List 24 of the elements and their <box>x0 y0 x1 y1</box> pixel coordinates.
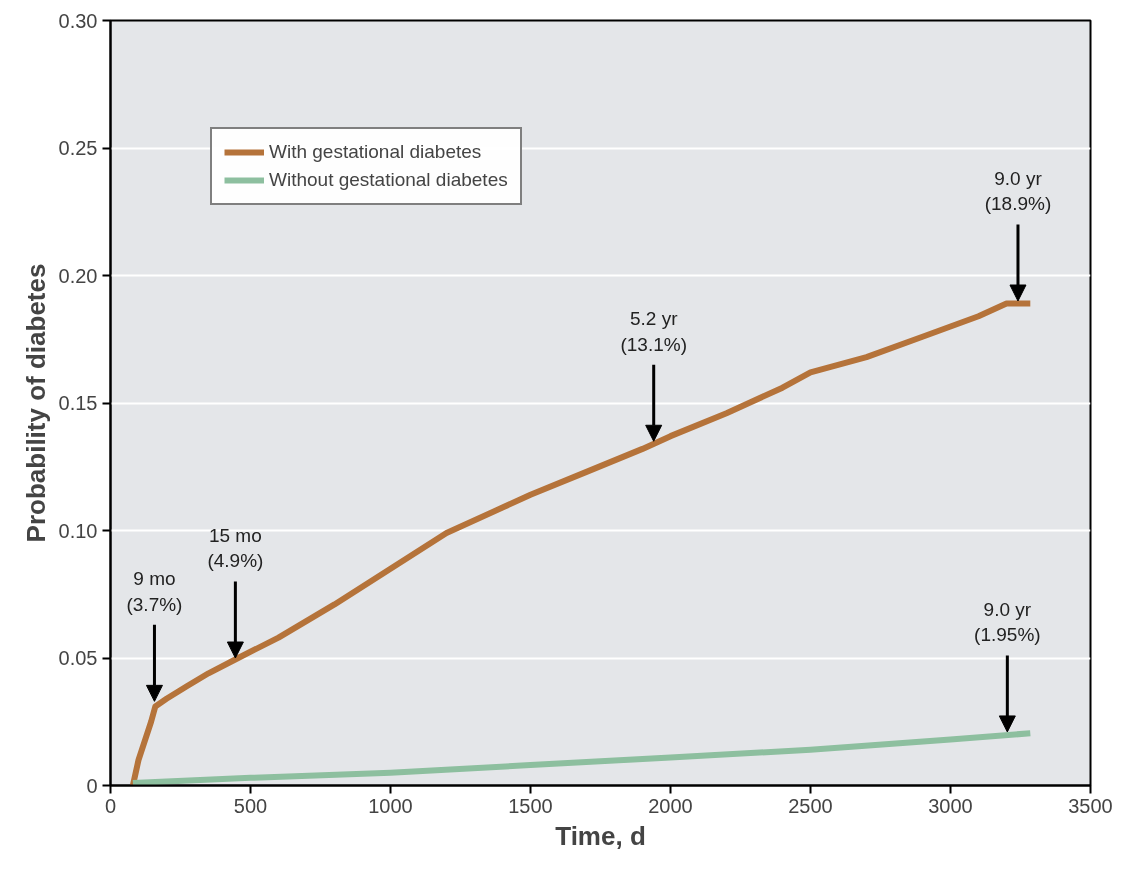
y-tick-label: 0.20 <box>58 264 98 287</box>
x-tick-label: 500 <box>233 794 268 817</box>
x-axis-title: Time, d <box>555 820 646 851</box>
x-tick-label: 0 <box>104 794 117 817</box>
annotation: 15 mo (4.9%) <box>207 525 264 572</box>
y-axis-title: Probability of diabetes <box>20 263 51 543</box>
y-tick-label: 0.15 <box>58 392 98 414</box>
legend-label: Without gestational diabetes <box>269 169 508 191</box>
legend-label: With gestational diabetes <box>269 141 482 163</box>
x-tick-label: 2500 <box>788 794 833 817</box>
y-tick-label: 0.10 <box>58 519 98 542</box>
y-tick-label: 0.30 <box>58 9 98 32</box>
annotation: 9.0 yr (1.95%) <box>974 599 1041 646</box>
x-tick-label: 1500 <box>508 794 553 817</box>
annotation: 9.0 yr (18.9%) <box>984 168 1052 215</box>
x-tick-label: 3500 <box>1068 794 1113 817</box>
y-tick-label: 0 <box>86 774 98 797</box>
x-tick-label: 1000 <box>368 794 413 817</box>
x-tick-label: 2000 <box>648 794 693 817</box>
annotation: 9 mo (3.7%) <box>126 568 183 615</box>
annotation: 5.2 yr (13.1%) <box>620 308 687 355</box>
y-tick-label: 0.05 <box>58 647 98 669</box>
y-tick-label: 0.25 <box>58 137 98 159</box>
x-tick-label: 3000 <box>928 794 973 817</box>
